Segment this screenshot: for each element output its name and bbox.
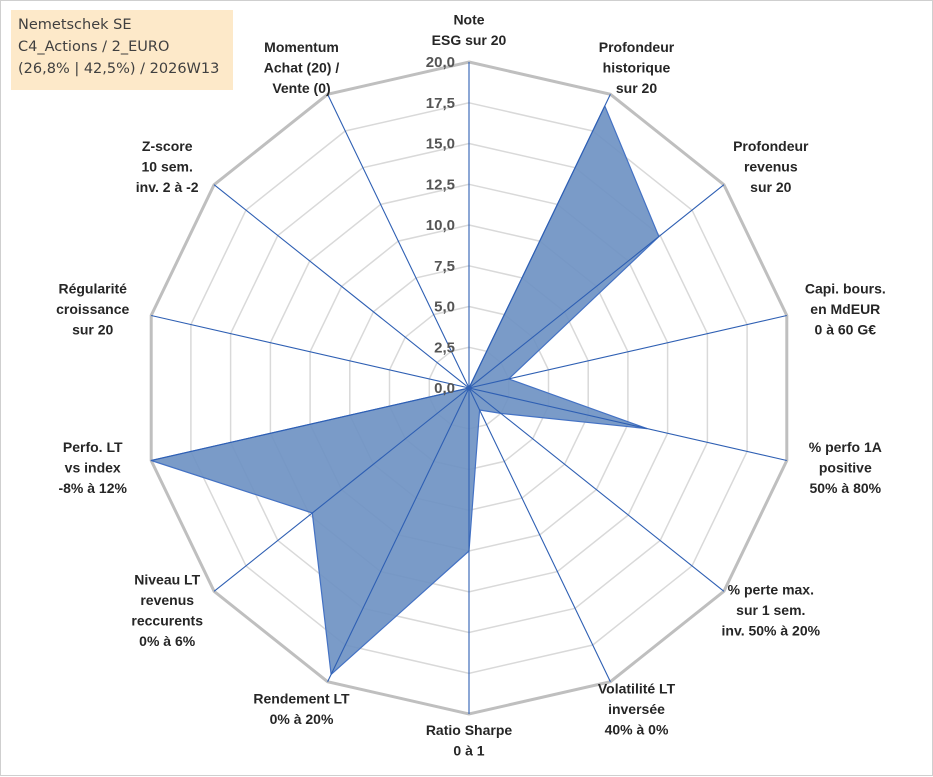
axis-label-5-line-0: % perte max.: [728, 582, 814, 598]
axis-label-10-line-1: vs index: [65, 460, 121, 476]
axis-label-9: Niveau LT revenus reccurents 0% à 6%: [131, 572, 203, 650]
tick-label-2: 5,0: [434, 299, 455, 316]
axis-label-12-line-1: 10 sem.: [142, 158, 193, 174]
axis-label-4-line-1: positive: [819, 460, 872, 476]
axis-label-11: Régularité croissance sur 20: [56, 281, 129, 338]
axis-label-6-line-0: Volatilité LT: [598, 681, 676, 697]
axis-label-13-line-2: Vente (0): [272, 80, 330, 96]
axis-label-8-line-1: 0% à 20%: [270, 711, 334, 727]
series-area: [150, 105, 660, 676]
axis-spoke-9: [213, 387, 470, 592]
tick-label-5: 12,5: [426, 176, 455, 193]
axis-label-1: Profondeur historique sur 20: [599, 39, 675, 96]
axis-label-6-line-2: 40% à 0%: [605, 722, 669, 738]
axis-label-9-line-3: 0% à 6%: [139, 633, 196, 649]
tick-label-7: 17,5: [426, 95, 455, 112]
tick-label-layer: 0,0 2,5 5,0 7,5 10,0 12,5 15,0 17,5 20,0: [426, 54, 455, 397]
axis-label-3-line-0: Capi. bours.: [805, 281, 886, 297]
axis-spoke-13: [327, 94, 470, 389]
axis-label-7: Ratio Sharpe 0 à 1: [426, 722, 513, 759]
axis-label-2-line-1: revenus: [744, 158, 798, 174]
tick-label-3: 7,5: [434, 258, 455, 275]
tick-label-0: 0,0: [434, 380, 455, 397]
axis-label-2-line-2: sur 20: [750, 179, 791, 195]
title-line-period: (26,8% | 42,5%) / 2026W13: [18, 61, 220, 77]
axis-label-4: % perfo 1A positive 50% à 80%: [809, 439, 882, 496]
axis-spoke-4: [468, 387, 787, 462]
chart-title-box: Nemetschek SE C4_Actions / 2_EURO (26,8%…: [11, 10, 233, 90]
axis-spoke-6: [468, 387, 611, 682]
axis-label-12-line-0: Z-score: [142, 138, 193, 154]
axis-label-5-line-1: sur 1 sem.: [736, 602, 805, 618]
axis-label-12-line-2: inv. 2 à -2: [136, 179, 199, 195]
axis-label-10-line-0: Perfo. LT: [63, 439, 123, 455]
axis-label-9-line-0: Niveau LT: [134, 572, 200, 588]
axis-spoke-2: [468, 184, 725, 389]
axis-label-12: Z-score 10 sem. inv. 2 à -2: [136, 138, 199, 195]
tick-label-8: 20,0: [426, 54, 455, 71]
axis-label-9-line-2: reccurents: [131, 613, 203, 629]
axis-label-3-line-1: en MdEUR: [810, 301, 880, 317]
axis-label-2-line-0: Profondeur: [733, 138, 809, 154]
axis-label-8: Rendement LT 0% à 20%: [253, 691, 350, 728]
axis-label-1-line-1: historique: [603, 60, 671, 76]
title-line-company: Nemetschek SE: [18, 17, 132, 33]
tick-label-6: 15,0: [426, 136, 455, 153]
axis-label-0-line-1: ESG sur 20: [432, 32, 507, 48]
axis-label-11-line-1: croissance: [56, 301, 129, 317]
axis-spoke-12: [213, 184, 470, 389]
axis-label-2: Profondeur revenus sur 20: [733, 138, 809, 195]
axis-label-10: Perfo. LT vs index -8% à 12%: [58, 439, 127, 496]
axis-label-13-line-0: Momentum: [264, 39, 339, 55]
tick-label-1: 2,5: [434, 339, 455, 356]
axis-label-4-line-2: 50% à 80%: [809, 480, 881, 496]
axis-spoke-5: [468, 387, 725, 592]
axis-spoke-11: [151, 314, 470, 389]
axis-label-6: Volatilité LT inversée 40% à 0%: [598, 681, 676, 738]
axis-label-3: Capi. bours. en MdEUR 0 à 60 G€: [805, 281, 886, 338]
axis-label-0-line-0: Note: [453, 12, 484, 28]
spoke-layer: [151, 62, 787, 714]
axis-label-11-line-2: sur 20: [72, 322, 113, 338]
axis-spoke-3: [468, 314, 787, 389]
title-line-category: C4_Actions / 2_EURO: [18, 39, 170, 55]
axis-label-7-line-1: 0 à 1: [453, 743, 484, 759]
axis-label-5-line-2: inv. 50% à 20%: [722, 623, 821, 639]
axis-label-7-line-0: Ratio Sharpe: [426, 722, 513, 738]
axis-label-8-line-0: Rendement LT: [253, 691, 350, 707]
axis-label-6-line-1: inversée: [608, 701, 665, 717]
axis-label-1-line-2: sur 20: [616, 80, 657, 96]
axis-label-3-line-2: 0 à 60 G€: [815, 322, 877, 338]
axis-spoke-1: [468, 94, 611, 389]
axis-spoke-8: [327, 387, 470, 682]
axis-label-10-line-2: -8% à 12%: [58, 480, 127, 496]
axis-label-13: Momentum Achat (20) / Vente (0): [264, 39, 340, 96]
axis-label-4-line-0: % perfo 1A: [809, 439, 882, 455]
axis-label-9-line-1: revenus: [140, 592, 194, 608]
axis-label-layer: Note ESG sur 20 Profondeur historique sur 20…: [56, 12, 886, 759]
axis-label-5: % perte max. sur 1 sem. inv. 50% à 20%: [722, 582, 821, 639]
axis-label-0: Note ESG sur 20: [432, 12, 507, 49]
axis-label-11-line-0: Régularité: [58, 281, 127, 297]
axis-spoke-10: [151, 387, 470, 462]
axis-label-13-line-1: Achat (20) /: [264, 60, 340, 76]
axis-label-1-line-0: Profondeur: [599, 39, 675, 55]
tick-label-4: 10,0: [426, 217, 455, 234]
series-layer: [150, 105, 660, 676]
